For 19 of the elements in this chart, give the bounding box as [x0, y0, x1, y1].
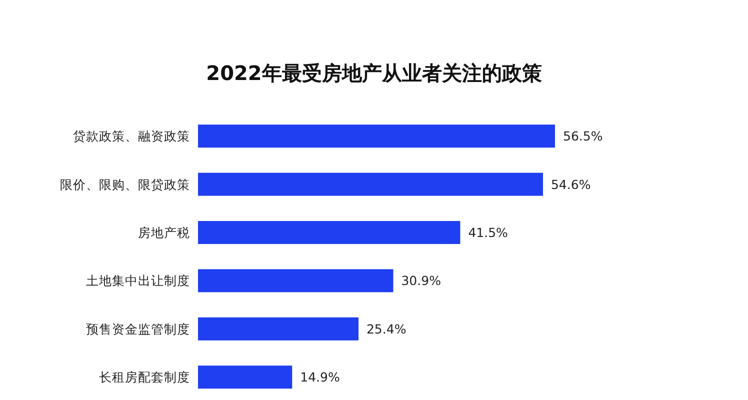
- bar: [198, 124, 555, 148]
- data-label: 54.6%: [550, 176, 591, 192]
- data-label: 56.5%: [563, 128, 603, 144]
- y-tick-label: 预售资金监管制度: [86, 321, 190, 336]
- data-label: 25.4%: [366, 321, 406, 336]
- data-label: 30.9%: [401, 273, 442, 288]
- bar: [198, 172, 543, 196]
- y-tick-label: 贷款政策、融资政策: [73, 128, 190, 144]
- bar: [198, 317, 358, 340]
- chart-title: 2022年最受房地产从业者关注的政策: [206, 61, 542, 85]
- y-tick-label: 土地集中出让制度: [86, 273, 190, 288]
- data-label: 41.5%: [468, 225, 508, 240]
- y-tick-label: 长租房配套制度: [99, 370, 190, 385]
- y-tick-label: 房地产税: [138, 225, 190, 240]
- data-label: 14.9%: [300, 370, 340, 385]
- bar: [198, 366, 292, 389]
- y-tick-label: 限价、限购、限贷政策: [60, 176, 190, 192]
- bar: [198, 269, 394, 292]
- bar: [198, 221, 460, 244]
